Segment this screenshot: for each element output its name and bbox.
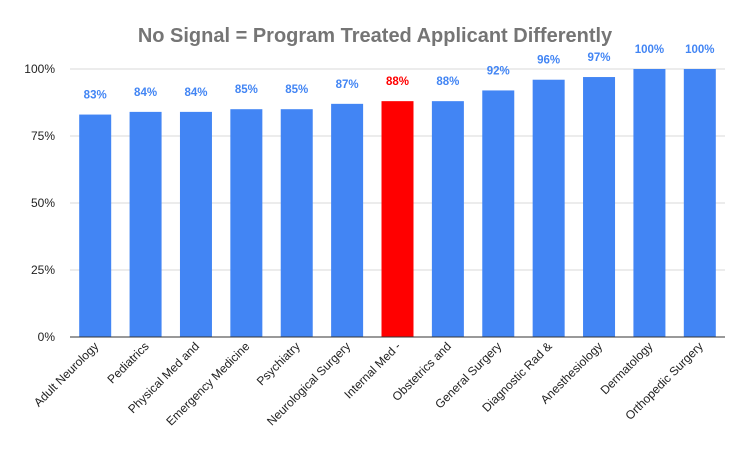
bar-12 xyxy=(683,69,716,337)
x-tick-label: Neurological Surgery xyxy=(264,339,353,428)
data-label-10: 97% xyxy=(588,52,611,64)
data-label-7: 88% xyxy=(436,76,459,88)
data-label-4: 85% xyxy=(285,84,308,96)
bar-11 xyxy=(633,69,666,337)
y-tick-label: 100% xyxy=(24,62,55,76)
data-label-9: 96% xyxy=(537,55,560,67)
bars xyxy=(79,69,716,337)
data-label-6: 88% xyxy=(386,76,409,88)
x-tick-label: Pediatrics xyxy=(105,339,152,386)
data-label-1: 84% xyxy=(134,87,157,99)
y-tick-label: 25% xyxy=(31,263,55,277)
x-tick-label: Emergency Medicine xyxy=(163,339,252,428)
data-label-3: 85% xyxy=(235,84,258,96)
chart-title: No Signal = Program Treated Applicant Di… xyxy=(138,25,613,47)
x-tick-label: Adult Neurology xyxy=(31,339,101,409)
bar-6 xyxy=(381,101,414,337)
data-label-8: 92% xyxy=(487,65,510,77)
data-labels: 83% 84% 84% 85% 85% 87% 88% 88% 92% 96% 97% 100% 100… xyxy=(84,44,715,102)
data-label-12: 100% xyxy=(685,44,714,56)
bar-0 xyxy=(79,114,112,337)
y-tick-label: 75% xyxy=(31,129,55,143)
data-label-11: 100% xyxy=(635,44,664,56)
y-axis-ticks: 0% 25% 50% 75% 100% xyxy=(24,62,55,344)
bar-7 xyxy=(431,101,464,337)
y-tick-label: 50% xyxy=(31,196,55,210)
y-tick-label: 0% xyxy=(38,330,56,344)
bar-2 xyxy=(179,111,212,337)
x-tick-label: Psychiatry xyxy=(254,339,303,388)
bar-8 xyxy=(482,90,515,337)
data-label-2: 84% xyxy=(184,87,207,99)
bar-3 xyxy=(230,109,263,337)
data-label-5: 87% xyxy=(336,79,359,91)
bar-5 xyxy=(331,103,364,337)
bar-10 xyxy=(583,77,616,337)
bar-9 xyxy=(532,79,565,337)
bar-1 xyxy=(129,111,162,337)
data-label-0: 83% xyxy=(84,90,107,102)
bar-4 xyxy=(280,109,313,337)
